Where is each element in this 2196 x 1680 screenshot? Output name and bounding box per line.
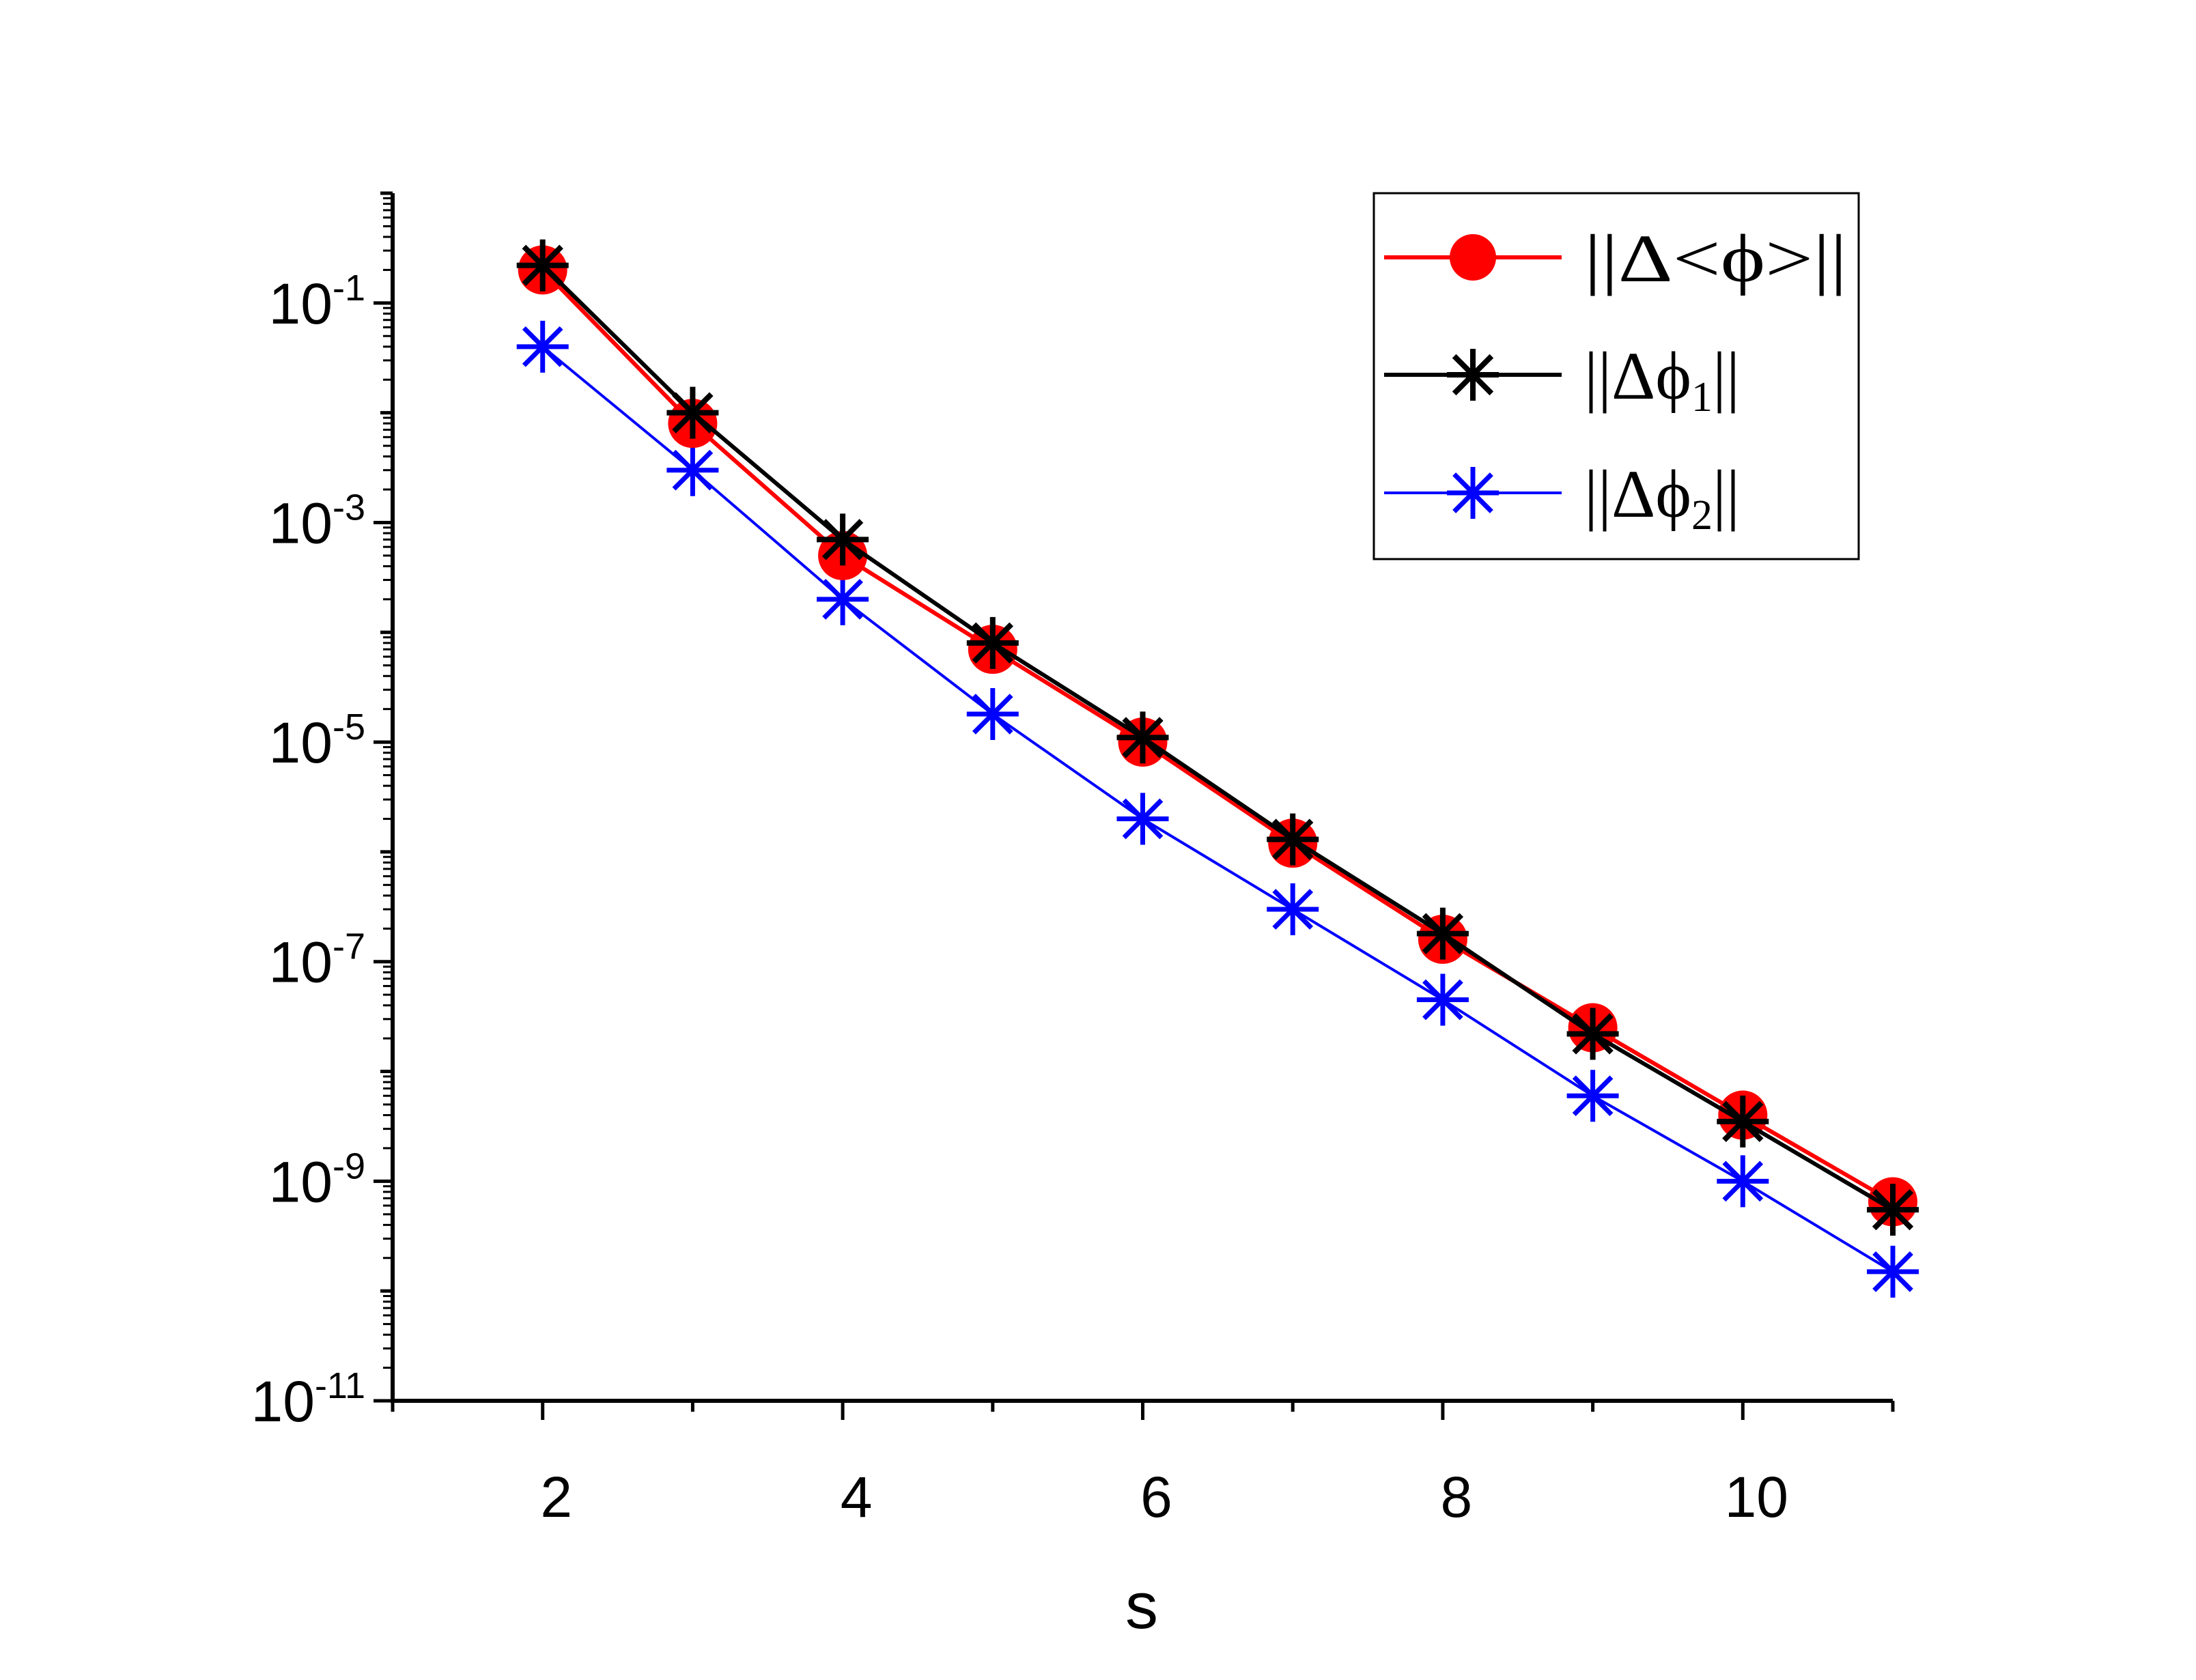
x-ticks — [391, 1401, 1895, 1420]
data-point — [1867, 1184, 1919, 1236]
data-point — [1566, 1070, 1619, 1122]
legend-label-avg-phi: ||Δ<ϕ>|| — [1584, 220, 1847, 296]
y-tick-label: 10-11 — [251, 1365, 365, 1434]
axes: 10-1 10-3 10-5 10-7 10-9 10-11 2 4 6 8 10 — [251, 191, 1895, 1529]
data-point — [1867, 1245, 1919, 1298]
data-point — [1416, 907, 1469, 960]
data-point — [1116, 793, 1169, 845]
legend-label-phi1: ||Δϕ1|| — [1584, 338, 1740, 421]
y-minor-ticks — [383, 197, 393, 1369]
legend-entry-avg-phi: ||Δ<ϕ>|| — [1384, 220, 1847, 296]
data-point — [1717, 1095, 1769, 1148]
x-tick-label: 4 — [841, 1465, 873, 1529]
legend-marker-circle-icon — [1450, 234, 1496, 281]
y-tick-labels: 10-1 10-3 10-5 10-7 10-9 10-11 — [251, 268, 365, 1434]
data-point — [817, 573, 869, 625]
data-point — [966, 616, 1019, 669]
series-line — [541, 345, 1894, 1273]
x-tick-label: 10 — [1725, 1465, 1788, 1529]
series-line — [541, 268, 1894, 1204]
series-1 — [516, 239, 1919, 1236]
y-major-ticks — [374, 191, 393, 1403]
data-point — [666, 444, 719, 496]
y-tick-label: 10-1 — [269, 268, 365, 336]
x-tick-label: 2 — [540, 1465, 572, 1529]
y-tick-label: 10-3 — [269, 487, 365, 555]
data-point — [1267, 883, 1319, 935]
data-point — [516, 320, 569, 373]
data-point — [1416, 973, 1469, 1026]
legend-entry-phi2: ||Δϕ2|| — [1384, 456, 1740, 539]
x-tick-label: 8 — [1441, 1465, 1473, 1529]
data-point — [966, 688, 1019, 741]
legend: ||Δ<ϕ>|| ||Δϕ1|| ||Δϕ2|| — [1372, 192, 1860, 560]
series-2 — [516, 320, 1919, 1298]
legend-marker-asterisk-icon — [1447, 349, 1499, 401]
y-tick-label: 10-9 — [269, 1145, 365, 1214]
x-axis-label: s — [1125, 1569, 1158, 1642]
data-point — [1717, 1155, 1769, 1208]
legend-entry-phi1: ||Δϕ1|| — [1384, 338, 1740, 421]
data-point — [1566, 1008, 1619, 1060]
series-line — [541, 264, 1894, 1212]
data-point — [516, 239, 569, 291]
data-point — [817, 513, 869, 566]
y-tick-label: 10-5 — [269, 707, 365, 775]
x-tick-label: 6 — [1140, 1465, 1172, 1529]
data-point — [1116, 711, 1169, 764]
legend-marker-asterisk-icon — [1447, 467, 1499, 519]
data-point — [666, 386, 719, 439]
legend-label-phi2: ||Δϕ2|| — [1584, 456, 1740, 539]
plot-area — [516, 239, 1919, 1298]
x-tick-labels: 2 4 6 8 10 — [540, 1465, 1788, 1529]
data-point — [1267, 813, 1319, 866]
y-tick-label: 10-7 — [269, 926, 365, 995]
